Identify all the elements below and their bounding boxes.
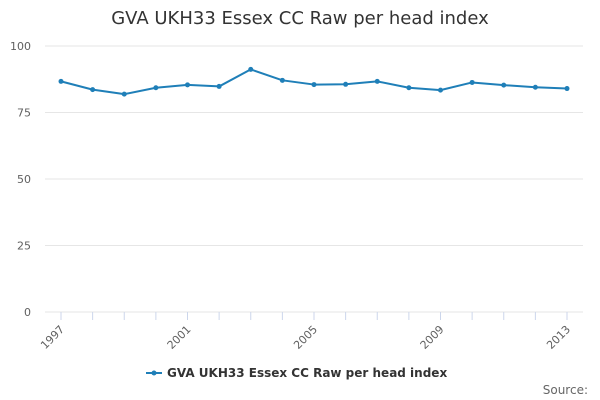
data-point[interactable] xyxy=(532,84,538,90)
data-point[interactable] xyxy=(185,82,190,88)
y-tick-label: 0 xyxy=(24,306,31,319)
data-point[interactable] xyxy=(121,91,127,97)
data-point[interactable] xyxy=(438,87,443,93)
series-layer xyxy=(58,66,570,97)
grid: 0 25 50 75 100 xyxy=(10,40,583,319)
x-tick-label: 1997 xyxy=(38,323,67,352)
legend-marker-dot xyxy=(151,370,157,376)
data-point[interactable] xyxy=(279,77,285,83)
y-tick-label: 75 xyxy=(17,107,31,120)
data-point[interactable] xyxy=(216,83,222,89)
series-line xyxy=(60,68,568,96)
data-point[interactable] xyxy=(406,85,412,91)
y-tick-label: 100 xyxy=(10,40,31,53)
x-axis: 1997 2001 2005 2009 2013 xyxy=(38,312,573,352)
data-point[interactable] xyxy=(374,78,380,84)
data-point[interactable] xyxy=(248,66,254,72)
data-point[interactable] xyxy=(90,87,96,93)
x-tick-label: 2001 xyxy=(165,323,194,352)
data-point[interactable] xyxy=(564,86,570,92)
chart-title: GVA UKH33 Essex CC Raw per head index xyxy=(111,8,489,29)
x-tick-label: 2013 xyxy=(544,323,573,352)
source-credit[interactable]: Source: xyxy=(543,383,588,397)
data-point[interactable] xyxy=(469,79,475,85)
data-point[interactable] xyxy=(311,82,317,88)
legend[interactable]: GVA UKH33 Essex CC Raw per head index xyxy=(146,366,447,380)
data-point[interactable] xyxy=(343,81,349,87)
x-tick-label: 2009 xyxy=(418,323,447,352)
data-point[interactable] xyxy=(153,85,159,91)
legend-label[interactable]: GVA UKH33 Essex CC Raw per head index xyxy=(167,366,447,380)
data-point[interactable] xyxy=(501,82,507,88)
x-tick-label: 2005 xyxy=(291,323,320,352)
y-tick-label: 50 xyxy=(17,173,31,186)
y-tick-label: 25 xyxy=(17,240,31,253)
data-point[interactable] xyxy=(58,78,64,84)
